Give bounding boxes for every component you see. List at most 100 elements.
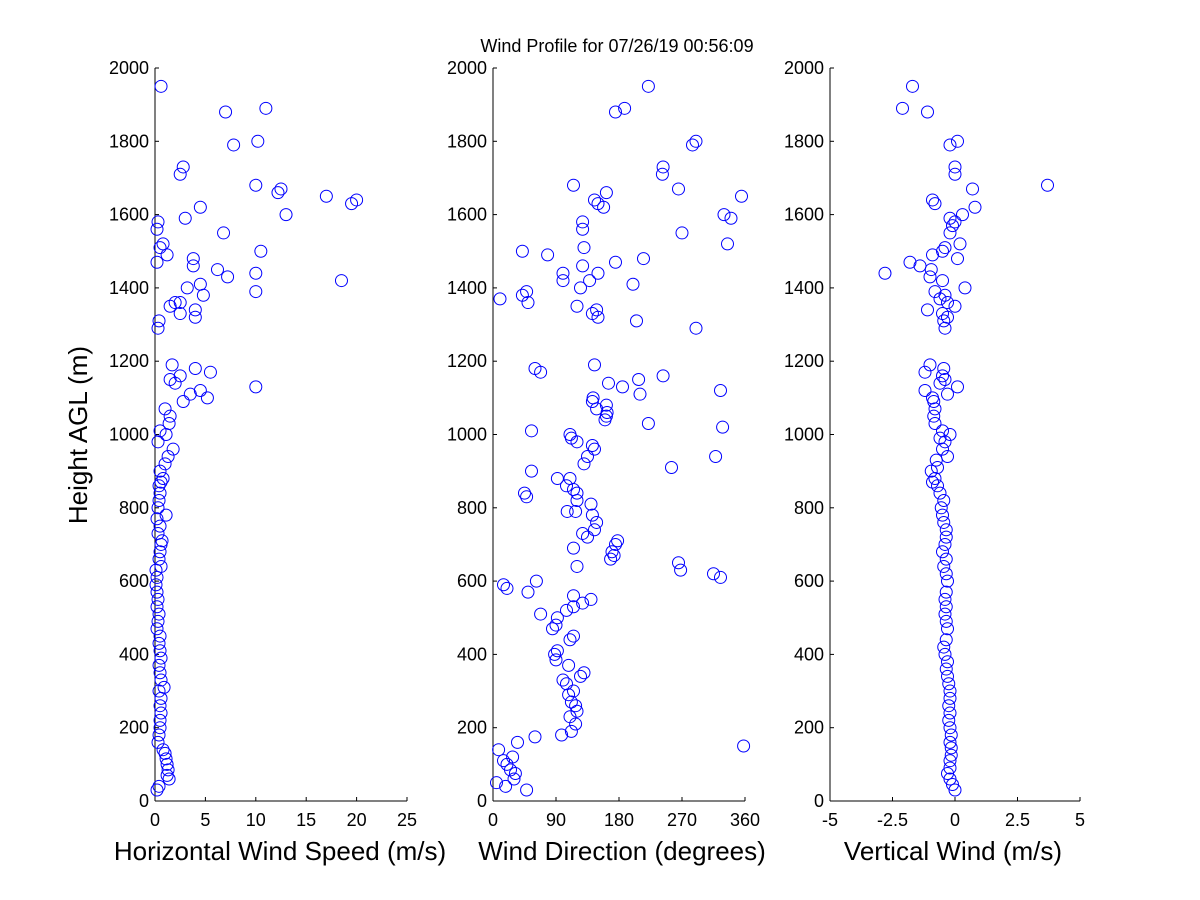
direction-data-point (560, 479, 573, 493)
vertical-data-point (929, 453, 943, 467)
direction-data-point (520, 783, 534, 797)
direction-data-point (609, 105, 622, 119)
direction-data-point (556, 274, 570, 288)
speed-y-tick-label: 400 (119, 644, 149, 664)
direction-data-point (576, 222, 590, 236)
vertical-axes (829, 68, 1080, 802)
direction-data-point (507, 772, 521, 786)
vertical-data-point (924, 464, 938, 478)
speed-data-point (158, 746, 172, 760)
vertical-data-point (936, 274, 949, 288)
speed-data-point (153, 713, 167, 727)
direction-data-point (515, 244, 529, 258)
speed-data-point (173, 307, 187, 321)
speed-data-point (152, 493, 166, 507)
direction-x-ticks: 0 90 180 270 360 (488, 797, 760, 830)
direction-data-point (717, 208, 731, 222)
vertical-data-point (923, 358, 937, 372)
direction-data-point (611, 534, 625, 548)
vertical-data-point (943, 754, 957, 768)
direction-data-point (577, 241, 591, 255)
direction-data-point (555, 728, 569, 742)
vertical-data-point (944, 748, 958, 762)
direction-data-point (633, 387, 647, 401)
vertical-data-point (943, 706, 957, 720)
speed-data-point (153, 721, 167, 735)
speed-data-point (152, 658, 166, 672)
speed-data-point (153, 699, 167, 713)
direction-plot: 0 90 180 270 360 0 200 400 600 800 1000 1200 1400 16… (447, 58, 766, 866)
vertical-data-point (951, 380, 964, 394)
direction-data-point (689, 134, 703, 148)
speed-data-point (150, 585, 164, 599)
direction-axes (492, 68, 745, 802)
direction-data-point (550, 611, 564, 625)
vertical-data-point (896, 101, 909, 115)
vertical-data-point (942, 713, 956, 727)
direction-data-point (497, 578, 510, 592)
direction-data-point (672, 556, 685, 570)
speed-data-point (150, 222, 164, 236)
vertical-data-point (943, 772, 957, 786)
direction-x-tick-label: 270 (667, 810, 697, 830)
vertical-y-tick-label: 1400 (784, 278, 824, 298)
speed-y-tick-label: 1200 (109, 351, 149, 371)
direction-data-point (574, 669, 587, 683)
vertical-data-point (928, 417, 942, 431)
speed-data-point (158, 402, 172, 416)
vertical-data-point (927, 395, 941, 409)
vertical-data-point (942, 677, 956, 691)
direction-x-axis-label: Wind Direction (degrees) (478, 836, 766, 866)
vertical-data-point (941, 387, 954, 401)
vertical-data-point (927, 409, 941, 423)
speed-x-tick-label: 20 (347, 810, 367, 830)
direction-y-tick-label: 800 (457, 498, 487, 518)
vertical-data-point (941, 449, 954, 463)
direction-data-point (563, 428, 577, 441)
speed-data-point (319, 189, 333, 203)
vertical-y-tick-label: 1800 (784, 131, 824, 151)
vertical-data-point (938, 607, 952, 621)
direction-data-point (735, 189, 748, 203)
speed-data-point (154, 691, 168, 705)
speed-data-point (188, 362, 202, 376)
vertical-x-ticks: -5 -2.5 0 2.5 5 (822, 797, 1085, 830)
vertical-data-point (938, 647, 952, 661)
vertical-data-point (937, 640, 951, 654)
vertical-y-tick-label: 600 (794, 571, 824, 591)
vertical-data-point (948, 167, 962, 181)
direction-data-point (714, 570, 727, 584)
speed-data-point (154, 559, 168, 573)
speed-y-tick-label: 1000 (109, 425, 149, 445)
direction-data-point (521, 585, 535, 599)
vertical-data-point (921, 105, 934, 119)
vertical-data-point (918, 365, 932, 379)
speed-data-point (150, 783, 164, 797)
vertical-y-tick-label: 0 (814, 791, 824, 811)
speed-data-point (176, 395, 190, 409)
speed-data-point (274, 182, 288, 196)
direction-data-point (534, 607, 548, 621)
direction-data-point (632, 373, 646, 387)
speed-data-point (159, 752, 173, 766)
vertical-data-point (937, 314, 951, 328)
speed-data-point (178, 211, 192, 225)
direction-data-point (584, 592, 598, 606)
direction-y-tick-label: 1200 (447, 351, 487, 371)
vertical-y-ticks: 0 200 400 600 800 1000 1200 1400 1600 1800 2000 (784, 58, 834, 811)
direction-data-point (556, 266, 570, 280)
direction-data-point (492, 743, 506, 757)
direction-x-tick-label: 180 (604, 810, 634, 830)
speed-data-point (334, 274, 348, 288)
speed-data-point (151, 435, 165, 449)
speed-data-point (183, 387, 197, 401)
direction-data-point (672, 182, 685, 196)
direction-data-point (550, 644, 564, 658)
speed-x-tick-label: 5 (200, 810, 210, 830)
direction-data-point (528, 362, 542, 376)
direction-data-point (577, 666, 591, 680)
direction-data-point (576, 215, 590, 229)
speed-data-point (154, 651, 168, 665)
vertical-data-point (937, 493, 951, 507)
